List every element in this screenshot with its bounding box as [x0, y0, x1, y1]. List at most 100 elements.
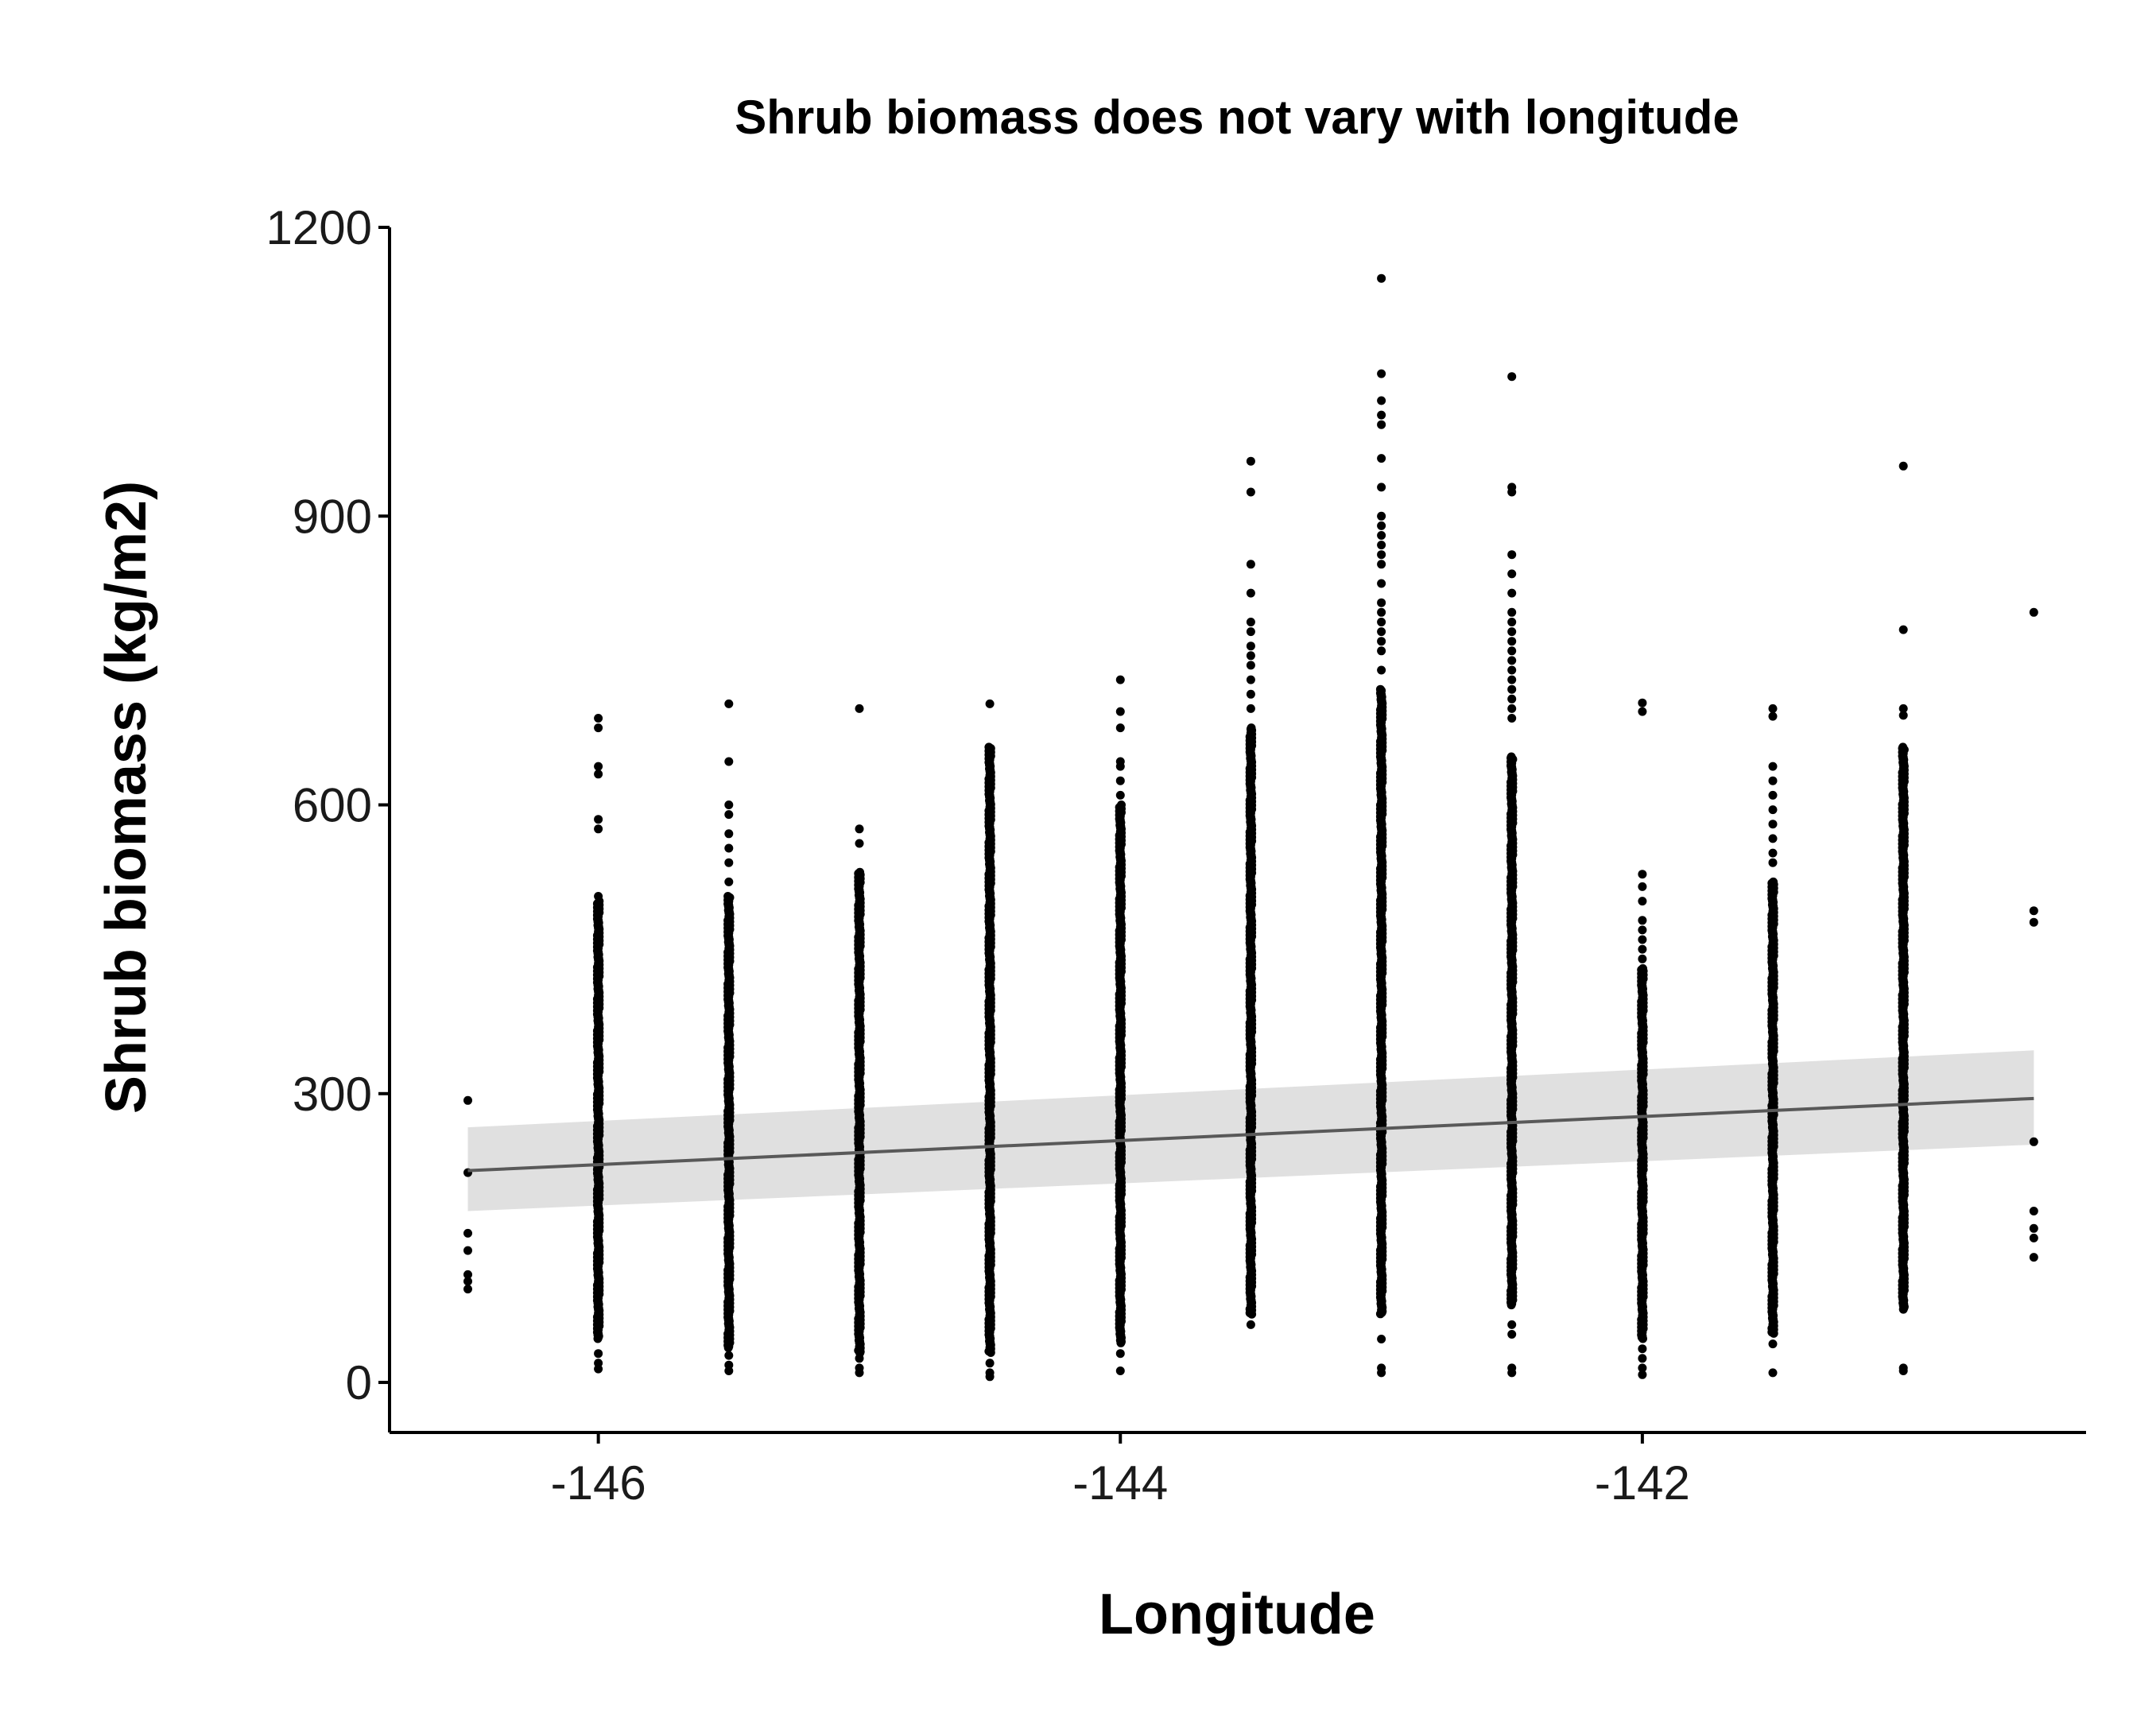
data-point — [1507, 1368, 1517, 1378]
data-point — [1377, 1368, 1386, 1378]
data-point — [1768, 1339, 1778, 1349]
x-tick-label: -144 — [1072, 1456, 1168, 1510]
data-point — [724, 858, 734, 867]
data-point — [1377, 531, 1386, 540]
data-point — [463, 1270, 472, 1279]
data-point — [463, 1246, 472, 1255]
data-point — [1377, 511, 1386, 521]
chart-title: Shrub biomass does not vary with longitu… — [735, 91, 1739, 144]
data-point — [1506, 1301, 1516, 1310]
data-point — [1507, 637, 1517, 646]
data-point — [1768, 1368, 1778, 1378]
data-point — [855, 704, 864, 713]
data-point — [1246, 627, 1255, 637]
data-point — [2029, 607, 2038, 617]
data-point — [1507, 588, 1517, 598]
data-point — [463, 1095, 472, 1105]
axes-layer — [388, 227, 2086, 1434]
data-point — [594, 815, 603, 824]
data-point — [1246, 588, 1255, 598]
x-axis-title: Longitude — [1099, 1583, 1375, 1646]
data-point — [724, 810, 734, 820]
data-point — [1377, 627, 1386, 637]
data-point — [2029, 1137, 2038, 1146]
data-point — [985, 1372, 995, 1382]
data-point — [855, 824, 864, 834]
data-point — [1768, 820, 1778, 829]
data-point — [1375, 1309, 1385, 1319]
data-point — [985, 699, 995, 708]
data-point — [1507, 714, 1517, 723]
data-point — [1898, 704, 1908, 713]
data-point — [1507, 618, 1517, 626]
data-point — [1377, 410, 1386, 420]
data-point — [1638, 1334, 1647, 1343]
y-tick-label: 900 — [293, 490, 372, 543]
fit-line — [467, 1096, 2034, 1173]
data-point — [1377, 646, 1386, 656]
data-point — [1507, 694, 1517, 704]
data-point — [1507, 372, 1517, 382]
data-point — [1377, 483, 1386, 492]
data-point — [1638, 944, 1647, 954]
data-point — [1768, 790, 1778, 800]
data-point — [724, 829, 734, 839]
data-point — [1638, 1363, 1647, 1373]
data-point — [1377, 369, 1386, 378]
data-point — [593, 1334, 603, 1343]
data-point — [1377, 454, 1386, 463]
data-point — [2029, 906, 2038, 916]
data-point — [1507, 665, 1517, 675]
data-point — [1638, 897, 1647, 906]
data-point — [1377, 396, 1386, 405]
data-point — [1247, 1309, 1257, 1319]
data-point — [1638, 1344, 1647, 1354]
data-point — [1377, 1335, 1386, 1343]
data-point — [1246, 689, 1255, 699]
data-point — [594, 1349, 603, 1359]
data-point — [1638, 870, 1647, 879]
data-point — [1246, 1320, 1255, 1329]
data-point — [1638, 935, 1647, 944]
data-point — [1768, 711, 1778, 721]
data-point — [1768, 834, 1778, 843]
data-point — [1246, 487, 1255, 497]
data-point — [1898, 711, 1908, 720]
data-point — [1768, 762, 1778, 771]
data-point — [1638, 916, 1647, 925]
data-point — [2029, 1207, 2038, 1215]
data-point — [1507, 656, 1517, 665]
data-point — [463, 1285, 472, 1294]
y-axis-title: Shrub biomass (kg/m2) — [95, 481, 158, 1114]
data-point — [1898, 461, 1908, 471]
data-point — [1507, 1320, 1517, 1329]
data-point — [1377, 521, 1386, 530]
data-point — [1638, 882, 1647, 891]
data-point — [1116, 1338, 1126, 1347]
data-point — [463, 1277, 472, 1286]
data-point — [1638, 707, 1647, 716]
data-point — [1115, 1366, 1125, 1375]
points-layer — [463, 273, 2038, 1382]
data-point — [855, 839, 864, 848]
data-point — [985, 1359, 995, 1368]
data-point — [1768, 776, 1778, 785]
y-tick-label: 300 — [293, 1068, 372, 1121]
fit-line-layer — [467, 1096, 2034, 1173]
data-point — [724, 757, 734, 766]
data-point — [2029, 1223, 2038, 1233]
data-point — [2029, 917, 2038, 927]
data-point — [724, 843, 734, 853]
data-point — [1898, 1304, 1908, 1314]
data-point — [1377, 420, 1386, 429]
data-point — [1898, 1366, 1908, 1375]
y-tick-label: 0 — [346, 1356, 372, 1409]
data-point — [1507, 627, 1517, 637]
y-tick-label: 600 — [293, 779, 372, 832]
data-point — [1246, 560, 1255, 569]
y-tick-label: 1200 — [266, 201, 372, 254]
data-point — [855, 1354, 864, 1363]
data-point — [463, 1228, 472, 1238]
